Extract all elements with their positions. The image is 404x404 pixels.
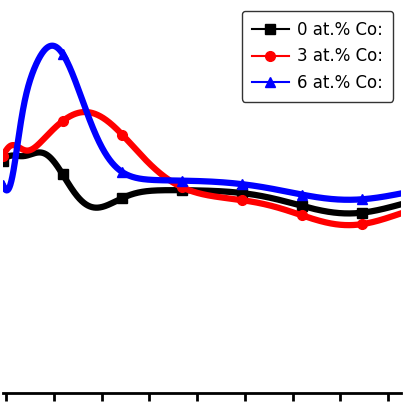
6 at.% Co: (194, 179, 199, 183)
3 at.% Co: (387, 215, 392, 219)
6 at.% Co: (387, 193, 392, 198)
0 at.% Co: (387, 205, 392, 210)
Line: 3 at.% Co:: 3 at.% Co: (0, 107, 404, 230)
3 at.% Co: (83, 109, 88, 114)
3 at.% Co: (194, 190, 199, 195)
0 at.% Co: (346, 211, 351, 216)
0 at.% Co: (37, 150, 42, 155)
0 at.% Co: (184, 188, 189, 193)
0 at.% Co: (21, 154, 25, 159)
3 at.% Co: (0, 154, 5, 159)
3 at.% Co: (184, 187, 189, 191)
6 at.% Co: (399, 191, 404, 196)
3 at.% Co: (314, 218, 319, 223)
Line: 0 at.% Co:: 0 at.% Co: (0, 147, 404, 218)
Legend: 0 at.% Co:, 3 at.% Co:, 6 at.% Co:: 0 at.% Co:, 3 at.% Co:, 6 at.% Co: (242, 11, 393, 102)
3 at.% Co: (399, 211, 404, 216)
3 at.% Co: (387, 215, 392, 219)
6 at.% Co: (387, 193, 392, 198)
Line: 6 at.% Co:: 6 at.% Co: (0, 41, 404, 205)
0 at.% Co: (0, 158, 5, 163)
3 at.% Co: (21, 147, 25, 152)
0 at.% Co: (387, 205, 392, 210)
6 at.% Co: (184, 178, 189, 183)
6 at.% Co: (346, 198, 351, 202)
6 at.% Co: (21, 107, 25, 112)
0 at.% Co: (194, 188, 199, 193)
6 at.% Co: (314, 195, 319, 200)
6 at.% Co: (0, 183, 5, 188)
6 at.% Co: (50, 43, 55, 48)
0 at.% Co: (399, 202, 404, 207)
0 at.% Co: (314, 207, 319, 212)
3 at.% Co: (346, 223, 351, 227)
